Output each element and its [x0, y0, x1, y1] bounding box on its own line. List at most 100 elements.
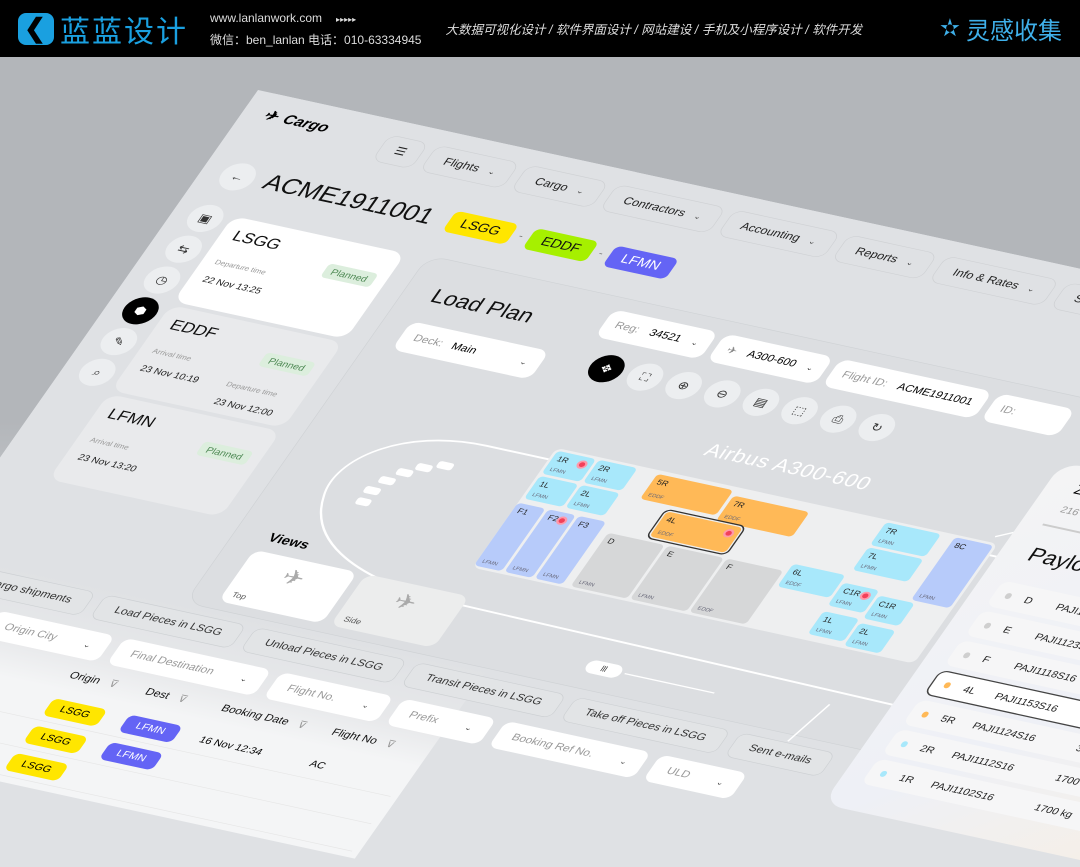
logo-text: 蓝蓝设计	[60, 15, 188, 49]
payload-title: Payload	[1023, 543, 1080, 582]
filter-placeholder: Origin City	[1, 621, 60, 643]
chevron-down-icon: ⌄	[359, 700, 373, 711]
move-icon: ✥	[597, 361, 616, 376]
nav-label: Settings	[1071, 292, 1080, 313]
position-dest: EDDF	[656, 529, 675, 538]
column-label: Dest	[142, 686, 173, 702]
position-code: 2L	[857, 626, 872, 637]
refresh-button[interactable]: ↻	[851, 410, 902, 445]
chevron-down-icon: ⌄	[714, 777, 727, 788]
nav-label: Reports	[852, 245, 902, 265]
select-area-icon: ⬚	[789, 403, 810, 418]
position-dest: EDDF	[784, 579, 803, 588]
id-field[interactable]: ID:	[980, 393, 1076, 437]
payload-position: E	[1000, 624, 1015, 636]
position-code: 1R	[554, 454, 571, 465]
zoom-out-icon: ⊖	[713, 386, 732, 401]
position-code: F	[724, 562, 735, 572]
position-dest: LFMN	[511, 564, 530, 574]
chevron-down-icon: ⌄	[574, 186, 587, 196]
move-button[interactable]: ✥	[581, 352, 632, 386]
time-value: 23 Nov 12:00	[211, 396, 276, 418]
position-code: 5R	[654, 477, 671, 488]
zoom-out-button[interactable]: ⊖	[697, 377, 748, 411]
print-button[interactable]: ⎙	[813, 402, 864, 436]
position-dest: EDDF	[646, 491, 666, 501]
position-dest: LFMN	[876, 538, 896, 547]
filter-placeholder: ULD	[663, 765, 693, 781]
column-origin[interactable]: Origin ⊽	[66, 670, 149, 697]
select-area-button[interactable]: ⬚	[774, 394, 825, 428]
chevron-down-icon: ⌄	[237, 674, 251, 684]
cell-text: 16 Nov 12:34	[196, 734, 265, 758]
arrow-left-icon: ←	[227, 169, 248, 184]
payload-package: PAJI1153S16	[992, 690, 1061, 715]
cell-dest	[86, 777, 162, 794]
alert-icon	[721, 528, 737, 539]
chevron-down-icon: ⌄	[1025, 284, 1038, 294]
nav-label: Contractors	[620, 194, 689, 219]
time-label: Departure time	[212, 258, 268, 277]
chevron-down-icon: ⌄	[485, 166, 499, 177]
column-dest[interactable]: Dest ⊽	[142, 687, 225, 714]
time-block: Departure time 23 Nov 12:00	[212, 381, 287, 418]
position-dest: LFMN	[577, 579, 597, 588]
position-dest: LFMN	[589, 475, 609, 485]
filter-icon: ⊽	[105, 678, 121, 691]
position-dest: LFMN	[541, 571, 561, 580]
deck-value: Main	[448, 341, 480, 357]
reg-value: 34521	[646, 327, 684, 345]
plane-top-icon: ✈	[276, 564, 311, 591]
position-dest: LFMN	[850, 638, 870, 648]
column-label: Origin	[66, 670, 104, 687]
zoom-in-button[interactable]: ⊕	[658, 368, 709, 403]
position-dest: EDDF	[722, 513, 742, 523]
dest-tag: LFMN	[98, 741, 164, 771]
payload-position: 5R	[938, 713, 959, 726]
nav-label: Info & Rates	[950, 266, 1023, 292]
aircraft-select[interactable]: ✈ A300-600 ⌄	[706, 333, 835, 385]
position-dest: LFMN	[530, 491, 550, 501]
payload-weight: 1700 kg	[1031, 802, 1076, 820]
position-dest: LFMN	[859, 563, 878, 572]
reg-select[interactable]: Reg: 34521 ⌄	[594, 309, 720, 360]
star-icon: ✫	[939, 15, 960, 42]
refresh-icon: ↻	[867, 420, 887, 435]
chevron-down-icon: ⌄	[903, 257, 917, 268]
arrows-icon: ▸▸▸▸▸	[336, 14, 357, 24]
payload-package: PAJI1124S16	[970, 720, 1039, 744]
reg-label: Reg:	[612, 320, 643, 335]
position-code: 1L	[537, 479, 552, 490]
aircraft-sub-partial: 216 9	[1057, 504, 1080, 520]
nav-settings[interactable]: Settings⌄	[1049, 281, 1080, 328]
time-label: Arrival time	[150, 347, 194, 363]
report-button[interactable]: ▤	[735, 385, 786, 419]
chevron-down-icon: ⌄	[81, 640, 94, 650]
fit-screen-icon: ⛶	[636, 370, 654, 384]
website-link[interactable]: www.lanlanwork.com	[210, 10, 323, 25]
origin-tag: LSGG	[42, 697, 108, 727]
position-code: 8C	[952, 541, 969, 552]
chevron-down-icon: ⌄	[806, 236, 819, 247]
position-code: F3	[575, 519, 592, 530]
payload-package: PAJI1112S16	[949, 749, 1018, 773]
filter-icon: ⊽	[382, 738, 398, 751]
alert-icon	[574, 459, 590, 470]
cube-icon: ⬢	[131, 303, 151, 318]
chevron-down-icon: ⌄	[517, 357, 530, 367]
services-list: 大数据可视化设计 / 软件界面设计 / 网站建设 / 手机及小程序设计 / 软件…	[445, 23, 863, 37]
status-dot	[982, 622, 993, 630]
payload-position: F	[979, 654, 993, 666]
position-dest: LFMN	[814, 626, 834, 636]
position-dest: LFMN	[572, 500, 591, 510]
column-flight-no[interactable]: Flight No ⊽	[329, 727, 426, 757]
time-block: Arrival time 23 Nov 10:19	[138, 348, 213, 385]
chevron-down-icon: ⌄	[462, 722, 475, 733]
zoom-in-icon: ⊕	[674, 378, 694, 393]
aircraft-reg-partial: ZV	[1070, 481, 1080, 501]
view-label: Side	[341, 614, 364, 627]
status-dot	[961, 651, 972, 659]
view-label: Top	[229, 590, 249, 602]
fit-screen-button[interactable]: ⛶	[619, 360, 671, 394]
position-dest: LFMN	[834, 598, 854, 607]
